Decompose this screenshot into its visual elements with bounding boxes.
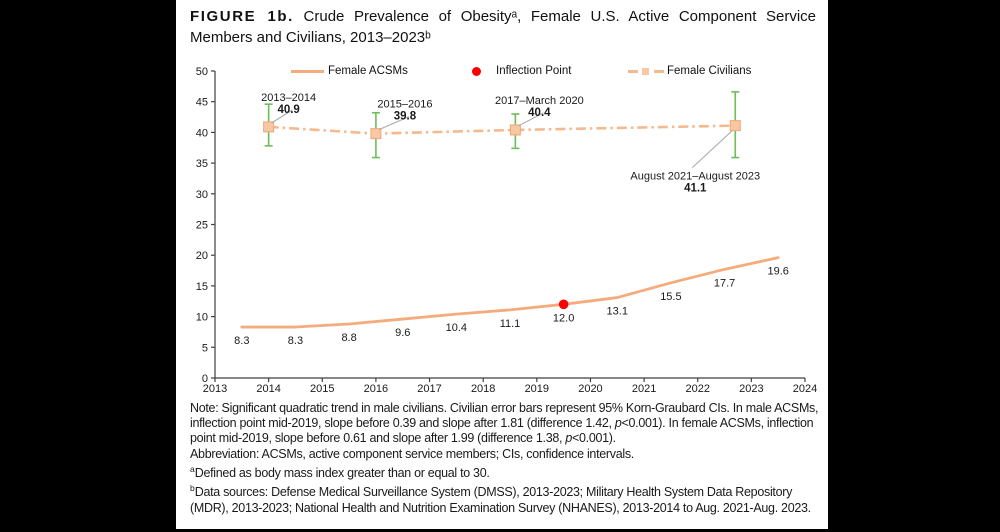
civilian-value-label: 40.4 [528, 107, 551, 119]
x-tick-label: 2013 [203, 383, 227, 395]
x-tick-label: 2018 [471, 383, 495, 395]
figure-notes: Note: Significant quadratic trend in mal… [190, 401, 832, 516]
civilian-value-label: 40.9 [277, 104, 299, 116]
figure-title-line1: FIGURE 1b. Crude Prevalence of Obesityᵃ,… [190, 7, 816, 28]
legend-item-inflection-point: Inflection Point [496, 65, 572, 77]
obesity-prevalence-chart: 0 5 10 15 20 25 30 35 40 45 50 2013 2014 2015 2016 2017… [176, 55, 828, 400]
civilian-period-label: 2015–2016 [377, 99, 432, 111]
figure-title-line2: Members and Civilians, 2013–2023ᵇ [190, 28, 431, 46]
note-paragraph: Abbreviation: ACSMs, active component se… [190, 446, 634, 461]
y-tick-label: 15 [196, 281, 208, 293]
civilian-data-point [509, 124, 521, 136]
x-tick-label: 2015 [310, 383, 334, 395]
civilian-data-point [370, 128, 382, 140]
legend-item-female-civilians: Female Civilians [667, 65, 752, 77]
figure-page: FIGURE 1b. Crude Prevalence of Obesityᵃ,… [176, 0, 828, 529]
x-tick-label: 2016 [364, 383, 388, 395]
x-tick-label: 2024 [793, 383, 817, 395]
civilian-value-label: 41.1 [684, 183, 707, 195]
y-tick-label: 25 [196, 220, 208, 232]
x-tick-label: 2022 [685, 383, 709, 395]
y-tick-label: 30 [196, 189, 208, 201]
y-tick-label: 45 [196, 97, 208, 109]
x-tick-label: 2017 [417, 383, 441, 395]
civilian-dash-swatch-icon [628, 66, 664, 76]
acsm-value-label: 13.1 [607, 306, 628, 318]
figure-title: FIGURE 1b. Crude Prevalence of Obesityᵃ,… [190, 7, 816, 48]
legend-item-female-acsms: Female ACSMs [328, 65, 408, 77]
civilian-data-point [263, 121, 275, 133]
y-tick-label: 20 [196, 250, 208, 262]
acsm-value-label: 8.3 [288, 335, 303, 347]
chart-legend: Female ACSMs Inflection Point Female Civ… [176, 62, 828, 80]
acsm-value-label: 10.4 [446, 322, 467, 334]
x-tick-label: 2014 [256, 383, 280, 395]
acsm-value-label: 8.3 [234, 335, 249, 347]
civilian-period-label: 2017–March 2020 [495, 95, 584, 107]
y-tick-label: 0 [202, 373, 208, 385]
civilian-value-label: 39.8 [394, 111, 417, 123]
x-tick-label: 2019 [525, 383, 549, 395]
female-acsms-series: 8.3 8.3 8.8 9.6 10.4 11.1 12.0 13.1 15.5 17.7 19.6 [234, 256, 789, 347]
civilian-data-point [729, 120, 741, 132]
acsm-value-label: 11.1 [500, 318, 521, 330]
acsm-line-swatch-icon [291, 70, 324, 73]
y-tick-label: 5 [202, 342, 208, 354]
civilian-trend-line [268, 124, 736, 135]
note-paragraph: aDefined as body mass index greater than… [190, 463, 490, 480]
y-tick-label: 40 [196, 127, 208, 139]
inflection-point-dot-icon [472, 66, 481, 76]
acsm-value-label: 17.7 [714, 277, 735, 289]
note-paragraph: Note: Significant quadratic trend in mal… [190, 401, 819, 446]
figure-title-text: Crude Prevalence of Obesityᵃ, Female U.S… [293, 8, 816, 25]
axes: 0 5 10 15 20 25 30 35 40 45 50 2013 2014 2015 2016 2017… [196, 66, 817, 395]
x-tick-label: 2020 [578, 383, 602, 395]
civilian-period-label: August 2021–August 2023 [630, 171, 760, 183]
x-tick-label: 2023 [739, 383, 763, 395]
y-tick-label: 50 [196, 66, 208, 78]
acsm-value-label: 15.5 [660, 291, 681, 303]
acsm-trend-line [240, 256, 780, 329]
figure-number-label: FIGURE 1b. [190, 8, 294, 25]
acsm-value-label: 9.6 [395, 327, 410, 339]
acsm-value-label: 19.6 [767, 266, 788, 278]
x-tick-label: 2021 [632, 383, 656, 395]
acsm-value-label: 12.0 [553, 312, 574, 324]
acsm-value-label: 8.8 [341, 332, 356, 344]
inflection-point-marker [558, 299, 569, 310]
y-tick-label: 35 [196, 158, 208, 170]
y-tick-label: 10 [196, 312, 208, 324]
civilian-period-label: 2013–2014 [261, 92, 316, 104]
note-paragraph: bData sources: Defense Medical Surveilla… [190, 483, 811, 515]
chart-canvas: 0 5 10 15 20 25 30 35 40 45 50 2013 2014 2015 2016 2017… [196, 66, 817, 395]
